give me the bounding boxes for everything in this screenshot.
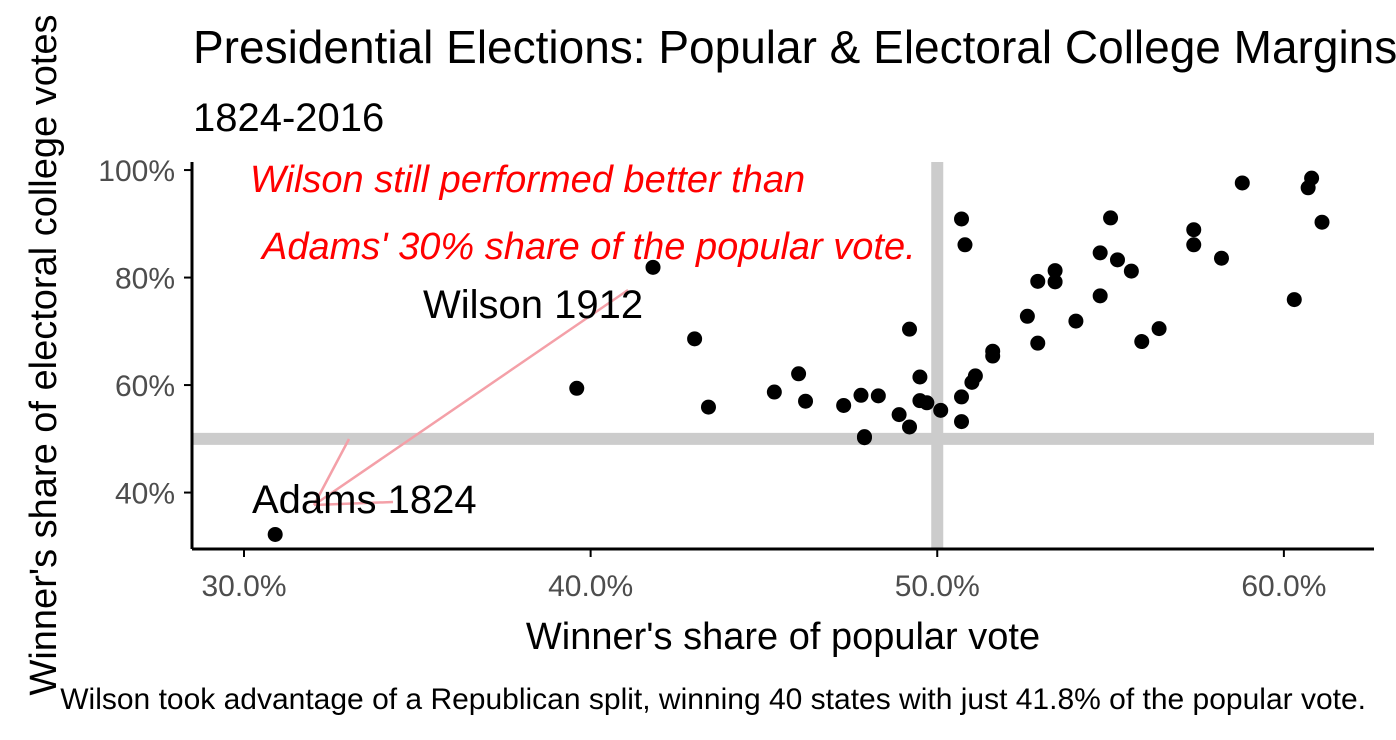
data-point	[1019, 308, 1035, 324]
data-point	[954, 414, 970, 430]
annotation-arrow	[313, 288, 629, 507]
data-point	[791, 366, 807, 382]
data-point	[985, 348, 1001, 364]
data-point	[687, 331, 703, 347]
data-point	[1092, 245, 1108, 261]
y-tick-label: 60%	[115, 370, 175, 403]
data-point	[1047, 274, 1063, 290]
adams-1824-label: Adams 1824	[252, 478, 477, 522]
data-point	[700, 399, 716, 415]
data-point	[954, 211, 970, 227]
data-point	[856, 430, 872, 446]
note-line-2: Adams' 30% share of the popular vote.	[260, 226, 916, 268]
data-point	[1030, 273, 1046, 289]
caption: Wilson took advantage of a Republican sp…	[60, 683, 1366, 716]
data-point	[853, 387, 869, 403]
data-point	[891, 407, 907, 423]
data-point	[1151, 321, 1167, 337]
y-tick-label: 100%	[98, 155, 175, 188]
data-point	[1123, 263, 1139, 279]
ticks-layer: 30.0% 40.0% 50.0% 60.0% 40% 60% 80% 100%	[98, 155, 1326, 603]
data-point	[798, 393, 814, 409]
data-point	[1068, 313, 1084, 329]
data-point	[836, 397, 852, 413]
x-tick-label: 30.0%	[201, 570, 286, 603]
annotation-arrows	[312, 288, 629, 507]
points-layer	[267, 170, 1330, 542]
data-point	[933, 402, 949, 418]
data-point	[1103, 210, 1119, 226]
chart-title: Presidential Elections: Popular & Electo…	[193, 21, 1396, 73]
data-point	[267, 526, 283, 542]
data-point	[912, 369, 928, 385]
data-point	[1186, 222, 1202, 238]
data-point	[870, 388, 886, 404]
data-point	[1109, 252, 1125, 268]
y-axis-title: Winner's share of electoral college vote…	[23, 14, 65, 695]
data-point	[954, 389, 970, 405]
data-point	[1092, 288, 1108, 304]
data-point	[1314, 214, 1330, 230]
data-point	[967, 368, 983, 384]
reference-lines	[192, 162, 1374, 549]
data-point	[1030, 335, 1046, 351]
annotation-arrow	[312, 438, 351, 506]
y-tick-label: 40%	[115, 478, 175, 511]
data-point	[1213, 250, 1229, 266]
data-point	[919, 395, 935, 411]
y-tick-label: 80%	[115, 263, 175, 296]
data-point	[957, 237, 973, 253]
x-axis-title: Winner's share of popular vote	[526, 616, 1040, 658]
data-point	[902, 321, 918, 337]
data-point	[766, 384, 782, 400]
annotation-arrow	[313, 500, 394, 507]
data-point	[1134, 334, 1150, 350]
data-point	[1304, 170, 1320, 186]
note-line-1: Wilson still performed better than	[250, 159, 805, 201]
data-point	[1047, 263, 1063, 279]
x-tick-label: 50.0%	[895, 570, 980, 603]
data-point	[569, 380, 585, 396]
wilson-1912-label: Wilson 1912	[423, 283, 643, 327]
x-tick-label: 40.0%	[548, 570, 633, 603]
x-tick-label: 60.0%	[1241, 570, 1326, 603]
chart-subtitle: 1824-2016	[193, 96, 384, 140]
data-point	[645, 259, 661, 275]
data-point	[1186, 237, 1202, 253]
data-point	[902, 419, 918, 435]
data-point	[1234, 175, 1250, 191]
data-point	[1286, 292, 1302, 308]
